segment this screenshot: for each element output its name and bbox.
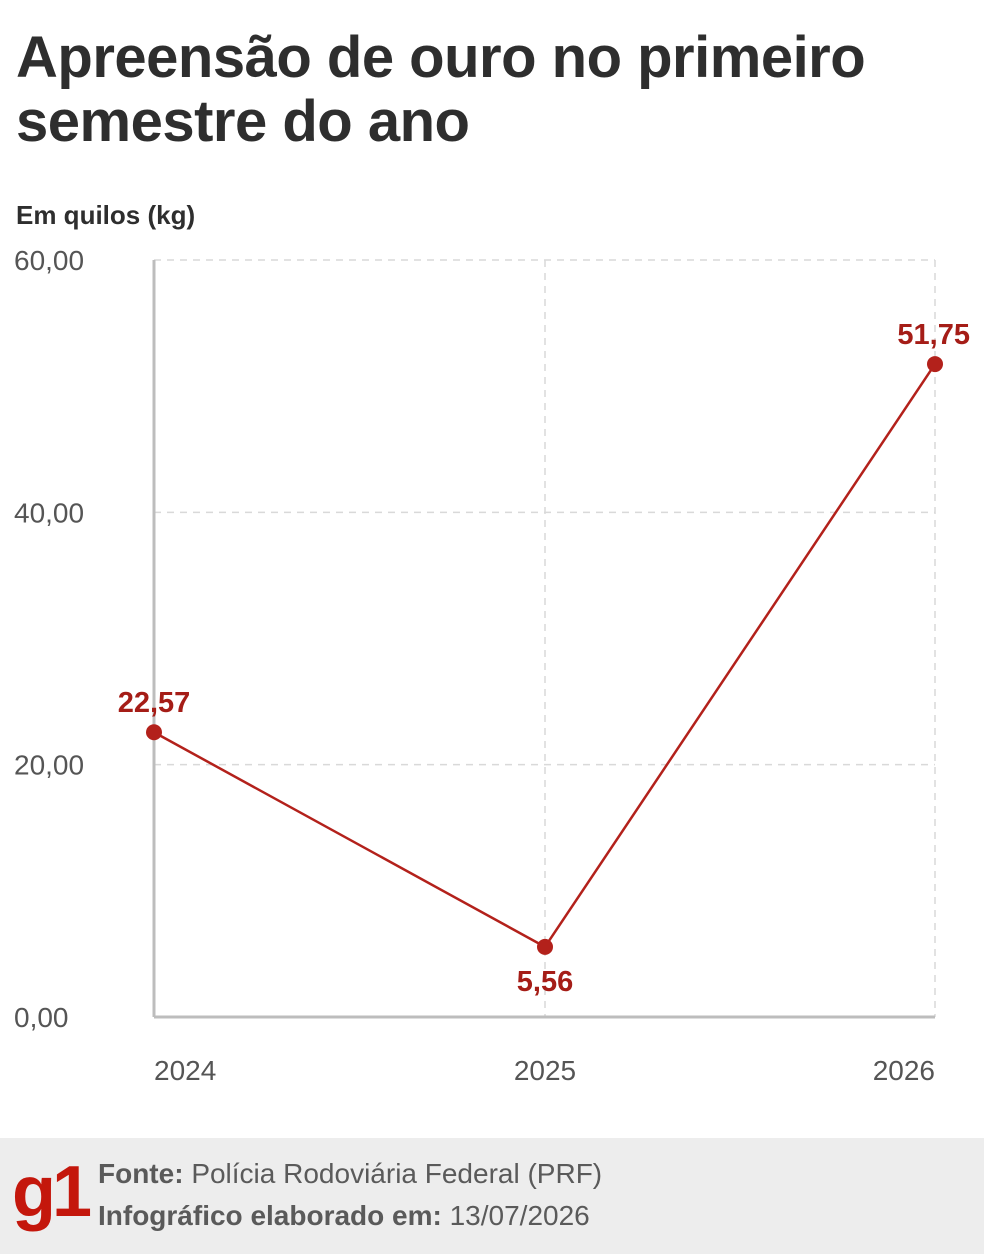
date-value: 13/07/2026 (449, 1200, 590, 1231)
label-layer: 22,57 5,56 51,75 (118, 319, 970, 998)
axis-layer (152, 260, 935, 1019)
x-tick-label: 2024 (154, 1055, 216, 1086)
data-point (146, 724, 162, 741)
data-label: 51,75 (897, 319, 970, 351)
y-tick-label: 20,00 (14, 750, 84, 781)
source-line: Fonte: Polícia Rodoviária Federal (PRF) (98, 1158, 602, 1190)
g1-logo: g1 (12, 1152, 92, 1232)
date-line: Infográfico elaborado em: 13/07/2026 (98, 1200, 590, 1232)
x-tick-label: 2026 (873, 1055, 935, 1086)
tick-layer: 0,00 20,00 40,00 60,00 2024 2025 2026 (14, 245, 935, 1086)
source-label: Fonte: (98, 1158, 184, 1189)
y-tick-label: 40,00 (14, 497, 84, 528)
date-label: Infográfico elaborado em: (98, 1200, 442, 1231)
grid-layer (154, 259, 936, 1017)
footer: g1 Fonte: Polícia Rodoviária Federal (PR… (0, 1138, 984, 1254)
data-label: 5,56 (517, 966, 573, 998)
y-tick-label: 0,00 (14, 1002, 69, 1033)
data-point (537, 938, 553, 955)
source-value: Polícia Rodoviária Federal (PRF) (191, 1158, 603, 1189)
unit-label: Em quilos (kg) (16, 200, 196, 230)
y-tick-label: 60,00 (14, 245, 84, 276)
series-layer (146, 356, 943, 955)
line-chart: 0,00 20,00 40,00 60,00 2024 2025 2026 22,57 5,5… (14, 245, 970, 1086)
data-label: 22,57 (118, 687, 191, 719)
chart-title: Apreensão de ouro no primeiro semestre d… (16, 25, 866, 154)
x-tick-label: 2025 (514, 1055, 576, 1086)
data-point (927, 356, 943, 373)
